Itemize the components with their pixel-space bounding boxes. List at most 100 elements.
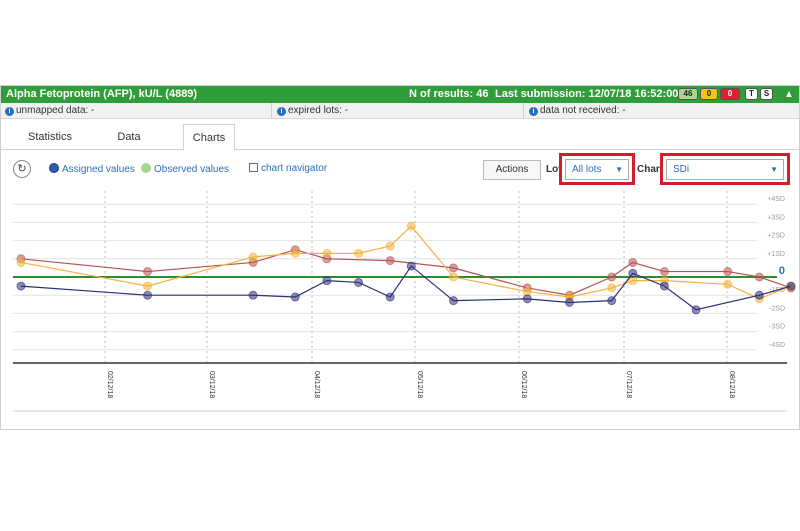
data-point xyxy=(607,272,617,282)
divider xyxy=(523,103,524,119)
assigned-label: Assigned values xyxy=(62,164,135,175)
data-point xyxy=(322,248,332,258)
data-point xyxy=(628,268,638,278)
assigned-values-toggle[interactable]: Assigned values xyxy=(49,163,135,175)
info-icon: i xyxy=(5,107,14,116)
x-tick-label: 06/12/18 xyxy=(520,371,527,398)
assigned-dot-icon xyxy=(49,163,59,173)
dropdown-arrow-icon: ▼ xyxy=(615,165,623,174)
tab-data[interactable]: Data xyxy=(117,131,141,143)
sdi-chart: +4SD+3SD+2SD+1SD0-1SD-2SD-3SD-4SD02/12/1… xyxy=(13,191,796,412)
lot-highlight: All lots ▼ xyxy=(559,153,635,185)
y-tick-label: +3SD xyxy=(767,214,785,221)
qc-panel: Alpha Fetoprotein (AFP), kU/L (4889) N o… xyxy=(0,85,800,430)
data-point xyxy=(607,283,617,293)
y-tick-label: -3SD xyxy=(769,324,785,331)
actions-button[interactable]: Actions xyxy=(483,160,541,180)
not-received-info: i data not received: - xyxy=(529,105,626,116)
accepted-badge[interactable]: 46 xyxy=(678,88,698,100)
expired-text: expired lots: - xyxy=(288,105,349,116)
chart-type-value: SDi xyxy=(673,164,690,175)
info-icon: i xyxy=(529,107,538,116)
chart-type-select[interactable]: SDi ▼ xyxy=(666,159,784,180)
data-point xyxy=(659,281,669,291)
info-icon: i xyxy=(277,107,286,116)
data-point xyxy=(628,257,638,267)
data-point xyxy=(691,305,701,315)
panel-header: Alpha Fetoprotein (AFP), kU/L (4889) N o… xyxy=(1,86,799,103)
data-point xyxy=(406,221,416,231)
results-count: N of results: 46 xyxy=(409,88,489,100)
last-submission: Last submission: 12/07/18 16:52:00 xyxy=(495,88,679,100)
tab-charts[interactable]: Charts xyxy=(183,124,235,151)
data-point xyxy=(659,267,669,277)
tab-statistics[interactable]: Statistics xyxy=(27,131,72,143)
series-line xyxy=(20,249,792,296)
unmapped-text: unmapped data: - xyxy=(16,105,95,116)
collapse-icon[interactable]: ▲ xyxy=(784,89,794,100)
x-tick-label: 08/12/18 xyxy=(728,371,735,398)
data-point xyxy=(448,296,458,306)
y-tick-label: -2SD xyxy=(769,305,785,312)
expired-info: i expired lots: - xyxy=(277,105,348,116)
chart-label: Chart xyxy=(637,164,664,175)
checkbox-icon xyxy=(249,163,258,172)
y-tick-label: 0 xyxy=(779,265,785,277)
observed-dot-icon xyxy=(141,163,151,173)
data-point xyxy=(385,256,395,266)
y-tick-label: +1SD xyxy=(767,251,785,258)
data-point xyxy=(723,267,733,277)
y-tick-label: +4SD xyxy=(767,196,785,203)
y-tick-label: +2SD xyxy=(767,233,785,240)
t-button[interactable]: T xyxy=(745,88,758,100)
data-point xyxy=(322,276,332,286)
data-point xyxy=(448,272,458,282)
chart-navigator-checkbox[interactable]: chart navigator xyxy=(249,163,327,174)
s-button[interactable]: S xyxy=(760,88,773,100)
dropdown-arrow-icon: ▼ xyxy=(770,165,778,174)
observed-values-toggle[interactable]: Observed values xyxy=(141,163,229,175)
lot-select[interactable]: All lots ▼ xyxy=(565,159,629,180)
data-point xyxy=(607,296,617,306)
data-point xyxy=(143,290,153,300)
data-point xyxy=(786,281,796,291)
divider xyxy=(271,103,272,119)
refresh-icon[interactable]: ↻ xyxy=(13,160,31,178)
data-point xyxy=(448,263,458,273)
chart-toolbar: ↻ Assigned values Observed values chart … xyxy=(1,152,799,186)
data-point xyxy=(143,267,153,277)
not-received-text: data not received: - xyxy=(540,105,626,116)
data-point xyxy=(16,281,26,291)
analyte-title: Alpha Fetoprotein (AFP), kU/L (4889) xyxy=(6,88,198,100)
data-point xyxy=(248,290,258,300)
series-line xyxy=(20,265,792,311)
x-tick-label: 02/12/18 xyxy=(106,371,113,398)
data-point xyxy=(723,279,733,289)
tab-bar: Statistics Data Charts xyxy=(1,124,799,151)
info-bar: i unmapped data: - i expired lots: - i data… xyxy=(1,103,799,119)
data-point xyxy=(754,290,764,300)
data-point xyxy=(385,292,395,302)
chart-highlight: SDi ▼ xyxy=(660,153,790,185)
lot-value: All lots xyxy=(572,164,602,175)
data-point xyxy=(290,292,300,302)
data-point xyxy=(248,252,258,262)
data-point xyxy=(385,241,395,251)
data-point xyxy=(143,281,153,291)
data-point xyxy=(564,297,574,307)
data-point xyxy=(354,248,364,258)
rejected-badge[interactable]: 0 xyxy=(720,88,740,100)
data-point xyxy=(522,294,532,304)
data-point xyxy=(406,261,416,271)
x-tick-label: 03/12/18 xyxy=(208,371,215,398)
data-point xyxy=(754,272,764,282)
warning-badge[interactable]: 0 xyxy=(700,88,718,100)
unmapped-info: i unmapped data: - xyxy=(5,105,94,116)
data-point xyxy=(290,248,300,258)
lot-label: Lot xyxy=(546,164,562,175)
data-point xyxy=(354,277,364,287)
x-tick-label: 05/12/18 xyxy=(416,371,423,398)
observed-label: Observed values xyxy=(154,164,230,175)
x-tick-label: 07/12/18 xyxy=(625,371,632,398)
y-tick-label: -4SD xyxy=(769,342,785,349)
